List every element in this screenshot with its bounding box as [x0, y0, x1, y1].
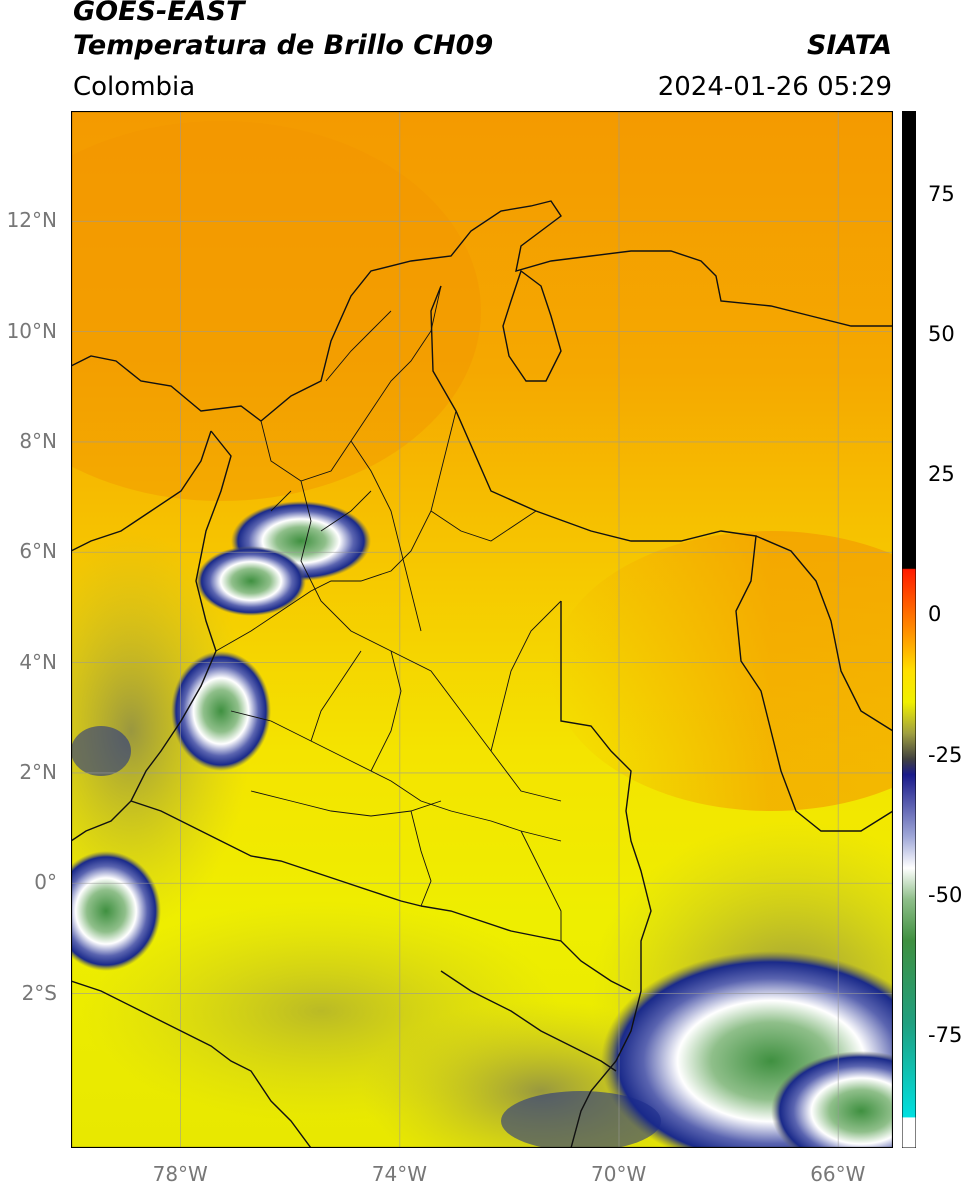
colorbar-tick-label: 50 — [928, 322, 955, 347]
lat-tick-label: 8°N — [19, 428, 57, 453]
lat-tick-label: 6°N — [19, 539, 57, 564]
ecuador-peru-border — [71, 980, 312, 1148]
colorbar-tick-label: 25 — [928, 462, 955, 487]
agency-label: SIATA — [806, 30, 892, 61]
borders — [71, 200, 893, 1148]
colombia-departments — [215, 285, 562, 941]
caribbean-coastline — [71, 200, 893, 422]
colorbar-tick-label: -75 — [928, 1022, 963, 1047]
colorbar — [902, 111, 916, 1148]
lat-tick-label: 2°N — [19, 759, 57, 784]
graticule — [71, 111, 893, 1148]
colorbar-tick-label: 75 — [928, 182, 955, 207]
lat-tick-label: 4°N — [19, 649, 57, 674]
map-frame — [71, 111, 893, 1148]
product-title: Temperatura de Brillo CH09 — [73, 30, 494, 61]
lon-tick-label: 70°W — [591, 1162, 647, 1186]
colombia-peru-border — [420, 905, 632, 992]
lat-tick-label: 2°S — [21, 980, 57, 1005]
lon-tick-label: 66°W — [810, 1162, 866, 1186]
lat-tick-label: 12°N — [6, 208, 57, 233]
satellite-title: GOES-EAST — [73, 0, 245, 27]
peru-brazil-border — [440, 970, 617, 1072]
lon-tick-label: 74°W — [371, 1162, 428, 1186]
lake-maracaibo — [502, 269, 562, 382]
brightness-temperature-map[interactable] — [71, 111, 893, 1148]
lat-tick-label: 10°N — [6, 318, 57, 343]
datetime-label: 2024-01-26 05:29 — [657, 72, 892, 102]
panama-border — [71, 430, 212, 552]
colorbar-tick-label: -50 — [928, 882, 963, 907]
lat-tick-label: 0° — [34, 870, 57, 895]
colombia-brazil-border — [560, 601, 652, 1148]
pacific-coastline — [71, 430, 232, 842]
colorbar-tick-label: -25 — [928, 742, 963, 767]
colorbar-tick-label: 0 — [928, 602, 942, 627]
satellite-imagery — [71, 111, 893, 1148]
brazil-venezuela-border — [755, 535, 893, 732]
colombia-ecuador-border — [130, 800, 422, 907]
lon-tick-label: 78°W — [152, 1162, 208, 1186]
region-label: Colombia — [73, 72, 196, 102]
